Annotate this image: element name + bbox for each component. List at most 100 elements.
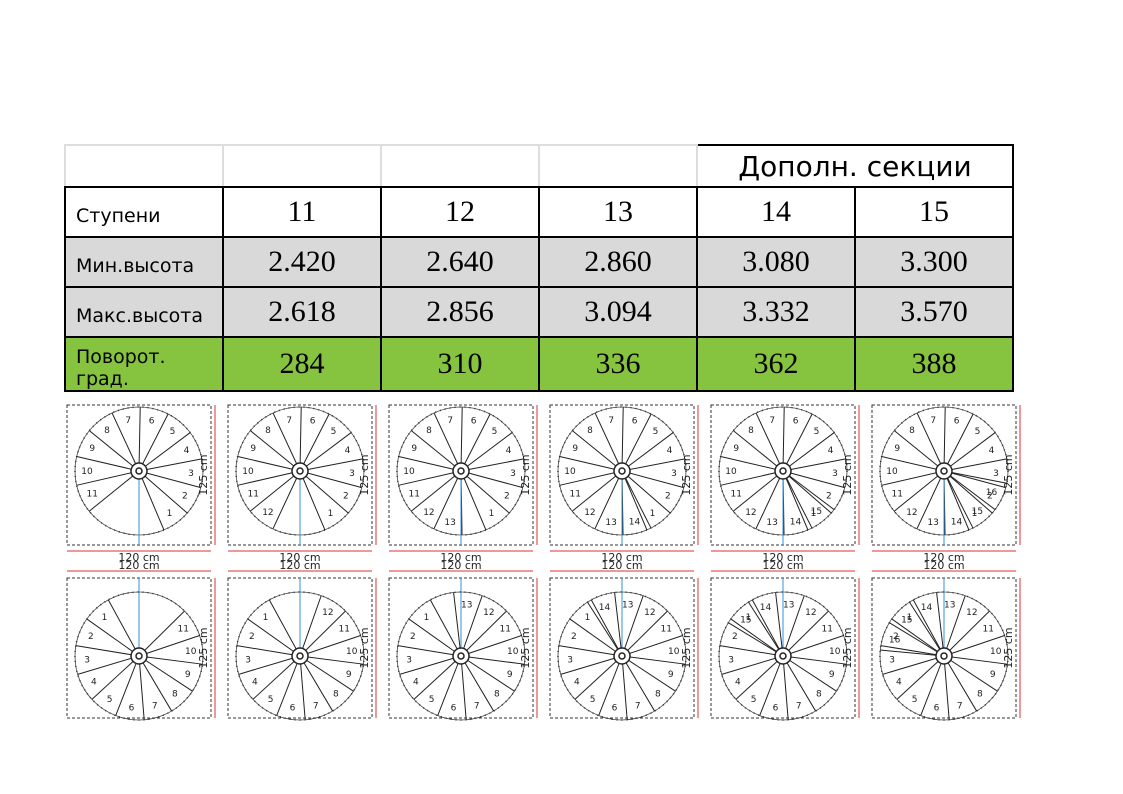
step-edge [614,592,623,657]
step-edge [247,618,301,657]
step-edge [894,430,945,472]
step-number: 5 [751,695,757,705]
pole [774,647,792,665]
cell: 284 [222,336,382,392]
pole-core [618,652,626,660]
step-number: 2 [893,632,899,642]
extra-sections: Дополн. секции [696,144,1014,188]
step-edge [299,655,306,720]
step-number: 7 [957,702,963,712]
step-edge [587,601,623,657]
step-edge [138,635,200,657]
step-edge [720,470,784,486]
step-number: 4 [252,678,258,688]
step-edge [237,456,301,472]
table-row: Мин.высота 2.420 2.640 2.860 3.080 3.300 [64,236,1014,288]
cell: 3.300 [854,236,1014,288]
height-label: 125 cm [841,627,854,668]
step-edge [299,470,349,514]
step-number: 7 [125,416,131,426]
step-edge [237,470,301,486]
cell: 12 [380,186,540,238]
step-number: 4 [735,678,741,688]
height-label: 125 cm [197,454,210,495]
pole-core [618,467,626,475]
step-number: 7 [635,702,641,712]
step-edge [460,655,467,720]
step-edge [880,649,945,657]
step-edge [460,655,495,712]
step-number: 8 [494,690,500,700]
step-edge [943,470,996,510]
step-edge [272,470,301,530]
step-number: 2 [88,632,94,642]
step-number: 6 [310,417,316,427]
step-number: 6 [451,703,457,713]
step-number: 3 [510,469,516,479]
cell: 310 [380,336,540,392]
step-number: 11 [570,490,581,500]
step-number: 7 [474,702,480,712]
step-edge [433,470,462,530]
step-edge [720,456,784,472]
step-number: 4 [989,446,995,456]
step-edge [943,407,946,472]
step-number: 12 [483,608,494,618]
step-edge [621,595,644,657]
step-edge [755,470,784,530]
cell: 2.618 [222,286,382,338]
step-edge [594,412,623,472]
step-number: 9 [572,444,578,454]
step-edge [299,595,322,657]
step-number: 11 [409,490,420,500]
step-number: 12 [423,508,434,518]
step-edge [916,470,945,530]
step-edge [437,655,462,716]
step-number: 4 [896,678,902,688]
step-number: 8 [909,426,915,436]
pole [935,647,953,665]
step-number: 6 [149,417,155,427]
step-number: 8 [265,426,271,436]
step-edge [460,432,513,472]
height-label: 125 cm [197,627,210,668]
pole-core [779,652,787,660]
table-row: Поворот. град. 284 310 336 362 388 [64,336,1014,392]
step-edge [598,655,623,716]
step-edge [76,470,140,486]
step-number: 9 [894,444,900,454]
step-edge [621,432,674,472]
step-number: 8 [104,426,110,436]
step-number: 12 [262,508,273,518]
step-number: 7 [796,702,802,712]
header-row: Дополн. секции [64,144,1014,188]
step-edge [411,430,462,472]
step-edge [75,645,140,657]
step-edge [782,655,837,692]
pole-core [135,652,143,660]
step-edge [138,407,141,472]
pole-core [296,467,304,475]
step-number: 13 [944,600,955,610]
step-number: 11 [731,490,742,500]
step-edge [559,456,623,472]
pole-core [296,652,304,660]
step-edge [460,470,510,514]
step-edge [460,655,525,665]
step-number: 4 [667,446,673,456]
step-edge [751,599,784,657]
step-edge [621,635,683,657]
step-edge [759,655,784,716]
step-number: 8 [426,426,432,436]
step-number: 6 [773,703,779,713]
step-edge [943,470,974,529]
width-label: 120 cm [601,551,642,564]
step-number: 3 [349,469,355,479]
step-edge [299,655,334,712]
step-edge [299,635,361,657]
cell: 3.570 [854,286,1014,338]
step-number: 3 [832,469,838,479]
step-edge [299,458,363,472]
step-edge [936,592,945,657]
